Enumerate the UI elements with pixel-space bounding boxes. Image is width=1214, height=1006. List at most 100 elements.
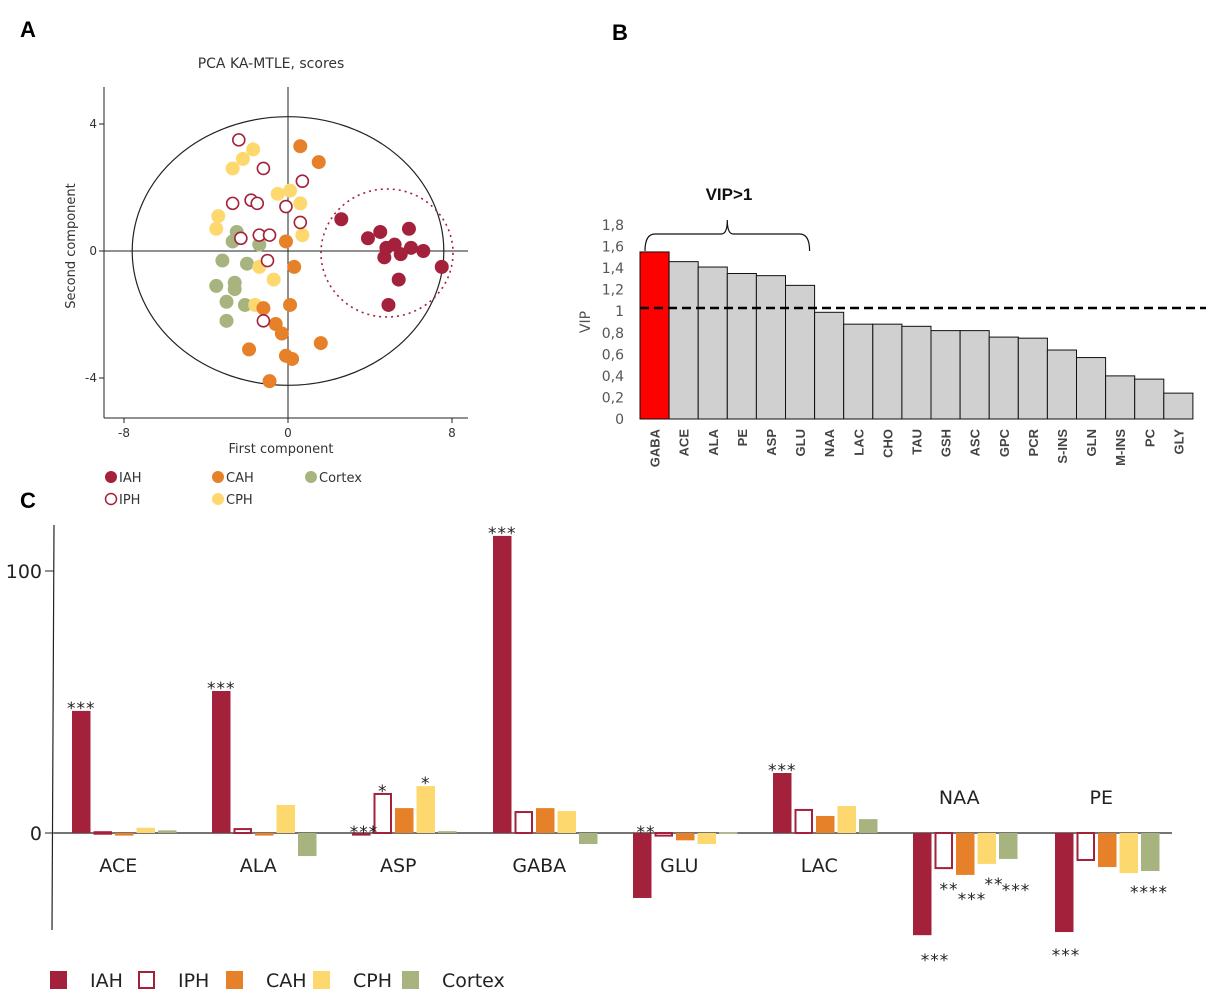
vip-y-tick-label: 0,8 xyxy=(602,326,624,342)
fc-significance-label: *** xyxy=(1052,946,1081,966)
pca-y-tick-label: 4 xyxy=(89,117,97,131)
vip-y-tick-label: 0 xyxy=(615,412,624,428)
pca-point-iph xyxy=(234,231,248,246)
fc-category-label: ALA xyxy=(240,855,277,877)
fc-bar-lac-iph xyxy=(794,808,813,834)
pca-y-axis-label: Second component xyxy=(64,183,79,309)
pca-point-cah xyxy=(311,155,326,170)
pca-point-iah xyxy=(391,272,406,287)
vip-y-tick-label: 1 xyxy=(615,304,624,320)
pca-point-cortex xyxy=(240,256,254,271)
vip-category-label: ACE xyxy=(677,429,692,457)
vip-category-label: LAC xyxy=(851,428,866,455)
vip-bar-gpc xyxy=(988,336,1019,420)
vip-category-label: TAU xyxy=(909,429,924,455)
fc-legend-item-iah: IAH xyxy=(50,970,123,992)
fc-legend-item-cah: CAH xyxy=(226,970,307,992)
vip-category-label: GLY xyxy=(1171,429,1186,455)
vip-category-label: ALA xyxy=(706,428,721,455)
fc-legend-label: Cortex xyxy=(442,970,505,992)
pca-point-cph xyxy=(266,272,281,287)
vip-bar-glu xyxy=(785,284,816,420)
pca-point-cph xyxy=(295,228,310,243)
pca-point-iph xyxy=(256,314,271,328)
fc-bar-gaba-iph xyxy=(514,811,533,834)
pca-point-iph xyxy=(279,199,293,214)
pca-point-iph xyxy=(225,196,240,211)
pca-point-cph xyxy=(293,196,308,211)
vip-bar-ace xyxy=(668,261,699,420)
vip-category-label: GLN xyxy=(1084,429,1099,456)
vip-bar-asc xyxy=(959,330,990,420)
vip-y-tick-label: 1,6 xyxy=(602,240,624,256)
fc-bar-ala-cah xyxy=(255,833,274,836)
vip-category-label: PE xyxy=(735,429,750,447)
fc-significance-label: *** xyxy=(921,951,950,971)
fc-bar-glu-iph xyxy=(654,832,673,837)
fc-legend-item-cortex: Cortex xyxy=(402,970,505,992)
vip-bar-pcr xyxy=(1017,337,1048,420)
pca-point-cah xyxy=(285,351,300,366)
vip-y-tick-label: 1,2 xyxy=(602,283,624,299)
fc-significance-label: *** xyxy=(350,823,379,843)
pca-legend-item-iah: IAH xyxy=(105,471,142,486)
fc-significance-label: * xyxy=(421,774,431,794)
vip-bar-pc xyxy=(1134,378,1165,420)
pca-point-cah xyxy=(274,326,289,341)
pca-point-cph xyxy=(283,183,298,198)
fc-bar-asp-iph xyxy=(373,792,392,834)
vip-category-label: S-INS xyxy=(1055,429,1070,464)
vip-category-label: GABA xyxy=(648,428,663,467)
pca-point-cortex xyxy=(219,313,234,328)
fc-legend-item-iph: IPH xyxy=(138,970,209,992)
pca-title: PCA KA-MTLE, scores xyxy=(198,56,345,72)
vip-bar-ala xyxy=(697,266,728,420)
fc-bar-asp-iah xyxy=(352,833,371,836)
pca-point-cortex xyxy=(227,282,242,297)
pca-legend-label: CAH xyxy=(226,471,254,486)
pca-x-axis-label: First component xyxy=(228,442,333,457)
fc-bar-asp-cph xyxy=(416,786,435,833)
legend-filled-square-icon xyxy=(313,971,330,989)
fc-bar-gaba-iah xyxy=(493,535,512,833)
pca-x-tick-label: -8 xyxy=(118,426,130,440)
vip-bar-cho xyxy=(872,323,903,420)
fc-bar-pe-cortex xyxy=(1141,833,1160,871)
vip-y-tick-label: 0,6 xyxy=(602,347,624,363)
fc-bar-glu-iah xyxy=(633,833,652,898)
vip-bar-chart: VIP VIP>1 0 0,2 0,4 0,6 0,8 1 1,2 1,4 1,6 1,8 GABA… xyxy=(578,185,1206,467)
vip-y-tick-label: 0,4 xyxy=(602,369,624,385)
vip-bar-lac xyxy=(843,323,874,420)
pca-point-iph xyxy=(256,161,271,176)
fc-significance-label: * xyxy=(378,782,388,802)
pca-scores-plot: PCA KA-MTLE, scores First component Seco… xyxy=(64,56,468,508)
pca-x-tick-label: 8 xyxy=(448,426,456,440)
pca-y-tick-label: -4 xyxy=(85,371,97,385)
pca-point-cortex xyxy=(237,297,252,312)
vip-category-label: ASP xyxy=(764,429,779,456)
vip-category-label: NAA xyxy=(822,428,837,457)
vip-bar-gly xyxy=(1163,392,1194,420)
fc-category-label: LAC xyxy=(801,855,838,877)
legend-filled-circle-icon xyxy=(105,471,117,483)
pca-point-iph xyxy=(295,174,310,188)
fc-bar-naa-iph xyxy=(934,832,953,870)
pca-point-iph xyxy=(293,215,308,230)
pca-legend-label: IAH xyxy=(119,471,142,486)
legend-filled-circle-icon xyxy=(212,493,224,505)
fc-legend-item-cph: CPH xyxy=(313,970,392,992)
fc-bar-ace-cph xyxy=(136,827,155,833)
fc-bar-glu-cph xyxy=(697,833,716,845)
legend-filled-square-icon xyxy=(226,971,243,989)
legend-open-circle-icon xyxy=(104,492,118,506)
vip-bar-gsh xyxy=(930,330,961,420)
fc-legend-label: CAH xyxy=(266,970,307,992)
fc-bar-gaba-cph xyxy=(557,810,576,833)
fc-significance-label: ** xyxy=(637,823,656,843)
pca-point-cah xyxy=(242,342,257,357)
pca-legend-item-cph: CPH xyxy=(212,493,253,508)
pca-point-iah xyxy=(373,224,388,239)
vip-bar-tau xyxy=(901,325,932,420)
fc-category-label: ASP xyxy=(380,855,417,877)
